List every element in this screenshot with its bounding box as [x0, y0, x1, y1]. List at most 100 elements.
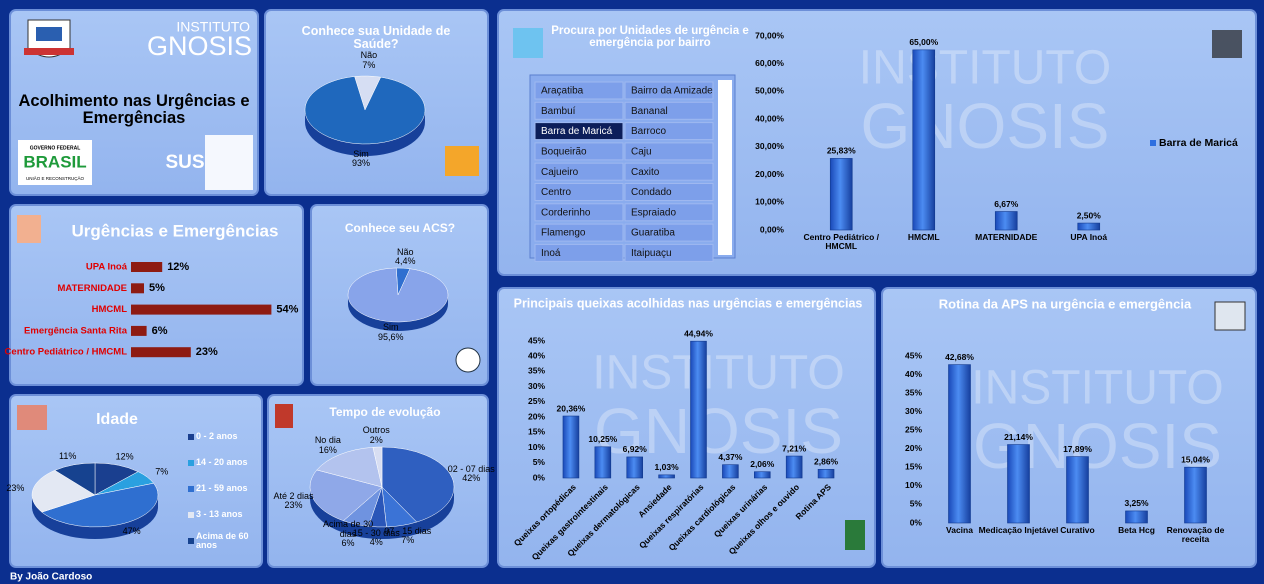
slicer-scrollbar[interactable] — [718, 80, 732, 255]
slicer-item[interactable] — [624, 223, 714, 242]
slicer-item[interactable] — [534, 243, 624, 262]
slicer-item-label: Boqueirão — [541, 147, 587, 158]
x-tick-label: Medicação Injetável — [979, 526, 1059, 534]
legend-label: 14 - 20 anos — [196, 457, 248, 467]
y-tick-label: 25% — [528, 396, 545, 406]
value-label: 42,68% — [945, 352, 974, 362]
slicer-item[interactable] — [624, 81, 714, 100]
brand: GNOSIS — [147, 31, 252, 61]
header-title: Acolhimento nas Urgências e Emergências — [18, 91, 250, 127]
slice-label: 4% — [369, 537, 383, 548]
panel-queixas — [497, 287, 876, 568]
slicer-item[interactable] — [624, 203, 714, 222]
x-tick-label-box: Renovação de receita — [1156, 526, 1236, 552]
panel-title: Rotina da APS na urgência e emergência — [939, 296, 1192, 311]
x-tick-label: UPA Inoá — [1070, 233, 1107, 241]
y-tick-label: 45% — [905, 350, 922, 360]
slice-label-box: Outros 2% — [350, 416, 402, 456]
slice-label: Acima de 30 dias — [323, 519, 374, 539]
bar — [131, 283, 144, 294]
pie-slice — [316, 447, 383, 488]
y-tick-label: 25% — [905, 424, 922, 434]
slicer-item[interactable] — [534, 81, 624, 100]
slice-label: Sim — [353, 148, 369, 159]
slicer-item[interactable] — [624, 162, 714, 181]
panel-title: Urgências e Emergências — [72, 221, 279, 240]
slicer-item[interactable] — [624, 243, 714, 262]
slicer-item-label: Inoá — [541, 248, 561, 259]
bar — [1066, 456, 1089, 524]
slicer-item-label: Caxito — [631, 167, 660, 178]
pie-slice — [381, 446, 455, 523]
value-label: 11% — [59, 451, 76, 461]
slice-label: 02 - 07 dias — [447, 463, 495, 474]
slicer-item[interactable] — [534, 122, 624, 141]
legend-swatch — [188, 512, 194, 518]
slice-label-box: Sim 95,6% — [371, 321, 411, 345]
y-tick-label: 35% — [905, 387, 922, 397]
slicer-item-label: Centro — [541, 187, 571, 198]
y-tick-label: 0% — [533, 472, 546, 482]
slicer-item[interactable] — [534, 203, 624, 222]
value-label: 21,14% — [1004, 432, 1033, 442]
value-label: 47% — [123, 526, 141, 536]
slicer-item[interactable] — [534, 142, 624, 161]
slicer-item[interactable] — [534, 162, 624, 181]
x-tick-label: Curativo — [1060, 526, 1095, 535]
value-label: 10,25% — [588, 434, 617, 444]
slicer-item[interactable] — [534, 101, 624, 120]
x-tick-label: Centro Pediátrico / HMCML — [803, 233, 880, 251]
footer: By João Cardoso — [10, 572, 92, 583]
header-title-box: Acolhimento nas Urgências e Emergências — [15, 85, 253, 135]
x-tick-label-box: HMCML — [884, 233, 964, 259]
y-tick-label: 10,00% — [755, 197, 784, 207]
slicer-item[interactable] — [624, 183, 714, 201]
slice-label-box: 02 - 07 dias 42% — [445, 454, 497, 494]
value-label: 44,94% — [684, 328, 713, 338]
y-tick-label: 5% — [910, 499, 923, 509]
slice-label: 07 - 15 dias — [384, 525, 432, 536]
slicer-item[interactable] — [534, 183, 624, 201]
y-tick-label: 15% — [528, 427, 545, 437]
value-label: 15,04% — [1181, 454, 1210, 464]
y-tick-label: 20% — [905, 443, 922, 453]
y-tick-label: 20,00% — [755, 169, 784, 179]
x-tick-label: Vacina — [946, 526, 973, 535]
slice-label: Até 2 dias — [273, 490, 314, 501]
y-tick-label: 10% — [905, 480, 922, 490]
slicer-item-label: Espraiado — [631, 207, 676, 218]
slicer-item[interactable] — [534, 223, 624, 242]
slice-label: 4,4% — [394, 256, 416, 267]
value-label: 5% — [149, 282, 165, 294]
x-tick-label: Beta Hcg — [1118, 526, 1155, 534]
legend-label: 21 - 59 anos — [196, 477, 264, 501]
slicer-item[interactable] — [624, 142, 714, 161]
value-label: 4,37% — [718, 452, 743, 462]
legend-swatch — [1150, 140, 1156, 146]
slice-label: 16% — [318, 444, 337, 455]
legend-label-box: 3 - 13 anos — [196, 503, 264, 527]
legend-label: Barra de Maricá — [1159, 137, 1238, 149]
slicer-item[interactable] — [624, 101, 714, 120]
legend-label-box: 21 - 59 anos — [196, 477, 264, 501]
slicer-item[interactable] — [624, 122, 714, 141]
value-label: 6,67% — [994, 199, 1019, 209]
bar — [131, 304, 272, 315]
slicer-item-label: Bananal — [631, 106, 668, 117]
gov-logo: UNIÃO E RECONSTRUÇÃO — [26, 175, 85, 181]
y-tick-label: 0,00% — [760, 224, 785, 234]
value-label: 20,36% — [557, 403, 586, 413]
category-label: Emergência Santa Rita — [24, 325, 128, 336]
watermark: INSTITUTO — [592, 347, 844, 400]
slice-label: 95,6% — [378, 331, 404, 342]
value-label: 2,86% — [814, 457, 839, 467]
crest — [24, 19, 74, 58]
x-tick-label: MATERNIDADE — [975, 233, 1038, 242]
bar — [785, 455, 803, 479]
watermark: INSTITUTO — [859, 42, 1111, 95]
legend-label: 3 - 13 anos — [196, 509, 243, 520]
